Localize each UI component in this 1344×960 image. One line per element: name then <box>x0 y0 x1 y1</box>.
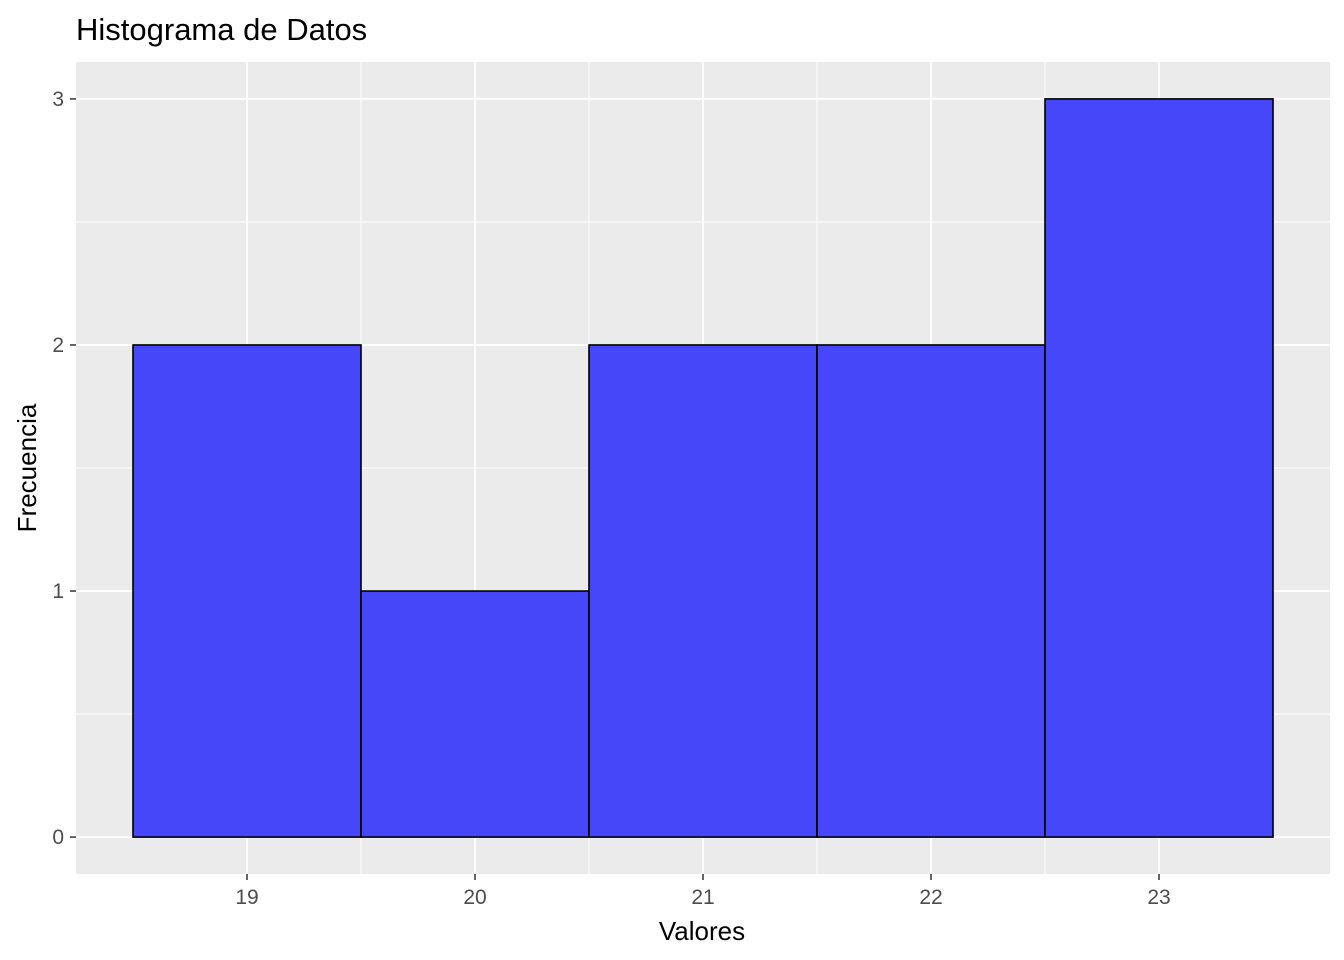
histogram-bar <box>816 344 1046 838</box>
histogram-bar <box>132 344 362 838</box>
x-tick-label: 20 <box>463 886 486 909</box>
histogram-bar <box>588 344 818 838</box>
y-axis: 0 1 2 3 <box>52 88 76 849</box>
y-tick-label: 3 <box>52 88 64 111</box>
bars-group <box>132 98 1274 838</box>
x-axis: 19 20 21 22 23 <box>235 874 1171 909</box>
y-tick-label: 0 <box>52 826 64 849</box>
histogram-bar <box>1044 98 1274 838</box>
x-tick-label: 21 <box>691 886 714 909</box>
x-axis-title: Valores <box>659 916 745 946</box>
histogram-bar <box>360 590 590 838</box>
y-tick-label: 1 <box>52 580 64 603</box>
x-tick-label: 23 <box>1147 886 1170 909</box>
chart-title: Histograma de Datos <box>76 12 367 47</box>
x-tick-label: 19 <box>235 886 258 909</box>
y-axis-title: Frecuencia <box>12 403 42 532</box>
y-tick-label: 2 <box>52 334 64 357</box>
x-tick-label: 22 <box>919 886 942 909</box>
